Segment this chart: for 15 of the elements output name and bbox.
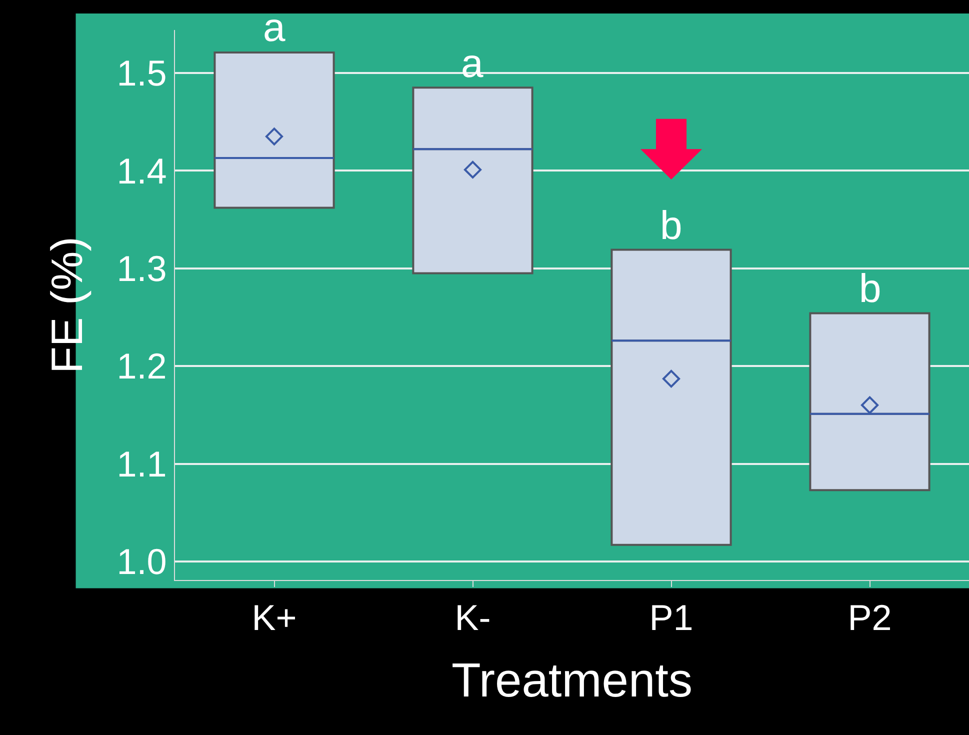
- x-tick-label: K-: [454, 597, 491, 638]
- y-tick-label: 1.3: [116, 248, 167, 289]
- x-tick-label: P2: [848, 597, 892, 638]
- y-tick-label: 1.1: [116, 443, 167, 484]
- y-tick-label: 1.0: [116, 541, 167, 582]
- x-axis-title: Treatments: [452, 654, 692, 708]
- x-tick-label: K+: [252, 597, 297, 638]
- x-tick-label: P1: [649, 597, 694, 638]
- y-tick-label: 1.5: [116, 52, 167, 94]
- annotation: b: [859, 267, 882, 311]
- annotation: a: [263, 6, 286, 50]
- y-axis-title: FE (%): [42, 236, 92, 374]
- y-tick-label: 1.2: [116, 346, 167, 387]
- annotation: b: [660, 204, 682, 248]
- y-tick-label: 1.4: [116, 150, 167, 192]
